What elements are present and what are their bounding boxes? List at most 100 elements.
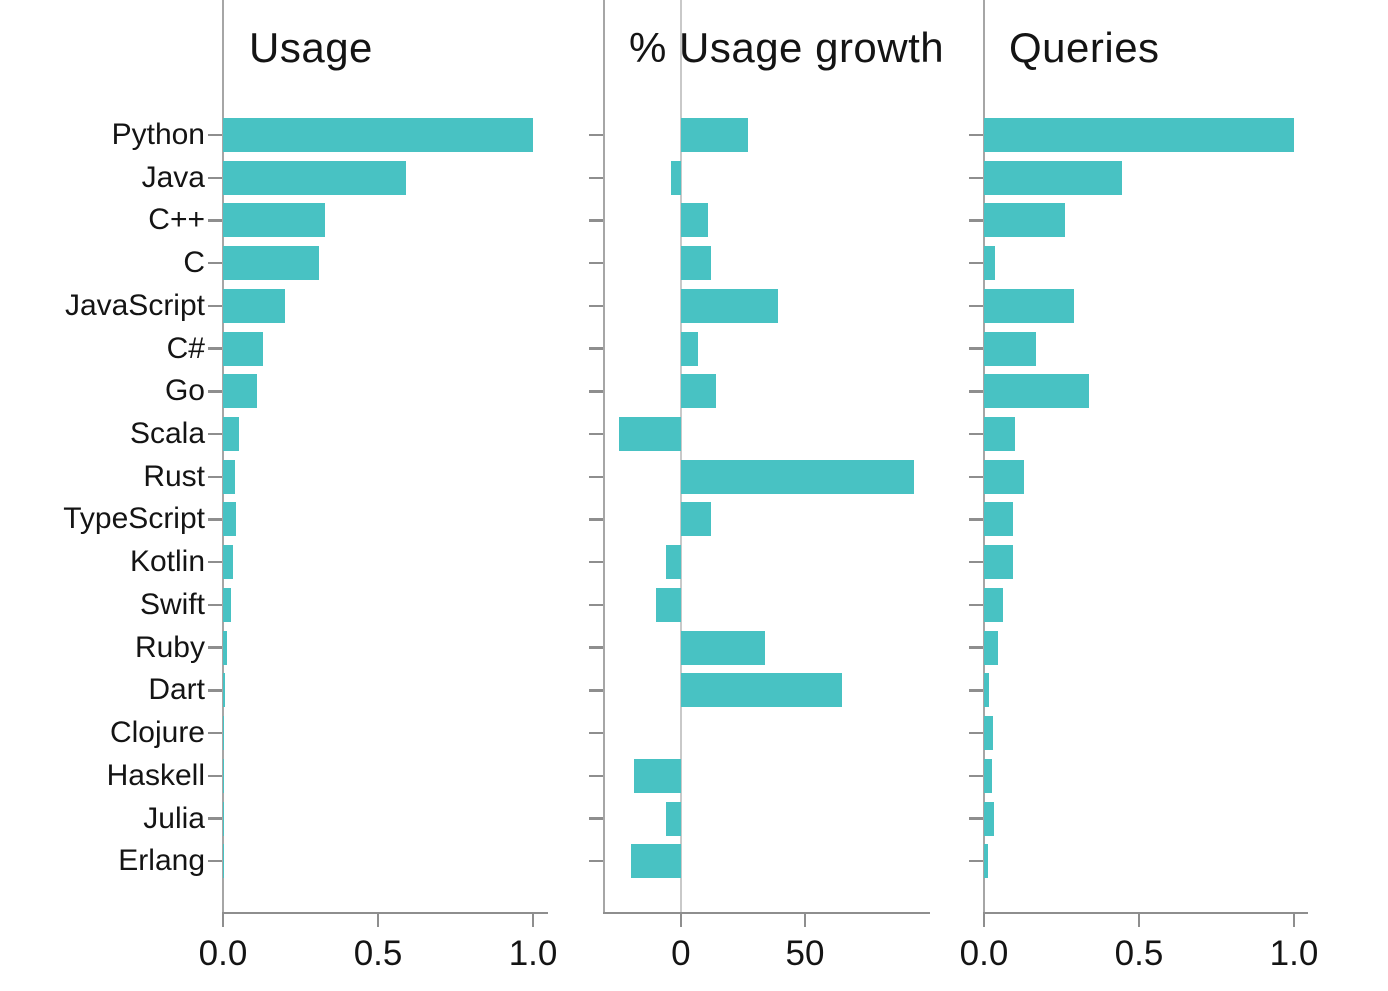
y-tick-usage-c bbox=[208, 261, 222, 265]
y-tick-label-kotlin: Kotlin bbox=[129, 545, 205, 579]
bar-usage-clojure bbox=[223, 716, 224, 751]
y-tick-queries-c bbox=[969, 261, 983, 265]
y-tick-usage-growth-erlang bbox=[589, 860, 603, 863]
bar-usage-java bbox=[223, 160, 406, 195]
x-tick-label-queries-0-0: 0.0 bbox=[959, 934, 1009, 973]
y-tick-usage-growth-ruby bbox=[589, 646, 603, 649]
y-tick-usage-growth-kotlin bbox=[589, 561, 603, 564]
bar-usage-growth-julia bbox=[666, 801, 681, 836]
x-tick-label-queries-0-5: 0.5 bbox=[1114, 934, 1164, 973]
y-tick-usage-growth-haskell bbox=[589, 774, 603, 777]
bar-queries-typescript bbox=[984, 502, 1013, 537]
y-tick-label-c: C# bbox=[166, 331, 205, 365]
y-tick-usage-swift bbox=[208, 603, 222, 607]
y-tick-label-clojure: Clojure bbox=[109, 716, 205, 750]
y-axis-spine-usage bbox=[222, 0, 224, 912]
y-tick-label-c: C++ bbox=[148, 203, 205, 237]
bar-queries-c bbox=[984, 246, 995, 281]
y-tick-queries-dart bbox=[969, 689, 983, 692]
bar-usage-growth-haskell bbox=[633, 758, 681, 793]
y-tick-label-haskell: Haskell bbox=[106, 758, 205, 792]
bar-usage-growth-dart bbox=[680, 673, 843, 708]
bar-usage-growth-java bbox=[670, 160, 681, 195]
bar-queries-java bbox=[984, 160, 1122, 195]
y-tick-usage-growth-go bbox=[589, 390, 603, 393]
bar-usage-c bbox=[223, 246, 320, 281]
x-tick-label-usage-growth-0: 0 bbox=[671, 934, 691, 973]
bar-queries-c bbox=[984, 331, 1037, 366]
y-tick-usage-growth-dart bbox=[589, 689, 603, 692]
y-tick-label-c: C bbox=[183, 246, 205, 280]
y-tick-usage-growth-c bbox=[589, 347, 603, 350]
y-tick-queries-scala bbox=[969, 432, 983, 436]
y-tick-usage-python bbox=[208, 133, 222, 137]
bar-usage-growth-scala bbox=[618, 417, 681, 452]
bar-usage-growth-python bbox=[680, 118, 748, 152]
zero-line-usage-growth bbox=[679, 0, 683, 912]
bar-usage-c bbox=[223, 203, 326, 238]
bar-queries-c bbox=[984, 203, 1065, 238]
y-tick-queries-rust bbox=[969, 475, 983, 478]
y-tick-queries-c bbox=[969, 219, 983, 222]
y-tick-label-typescript: TypeScript bbox=[63, 502, 205, 536]
y-tick-queries-clojure bbox=[969, 731, 983, 735]
panel-title-usage-growth: % Usage growth bbox=[629, 24, 945, 71]
y-tick-usage-growth-python bbox=[589, 133, 603, 137]
y-tick-usage-c bbox=[208, 219, 222, 222]
bar-usage-python bbox=[223, 118, 534, 152]
y-tick-queries-swift bbox=[969, 603, 983, 607]
y-tick-usage-typescript bbox=[208, 518, 222, 521]
bar-usage-growth-c bbox=[680, 331, 699, 366]
bar-usage-growth-rust bbox=[680, 459, 915, 494]
bar-usage-growth-kotlin bbox=[666, 545, 681, 580]
y-tick-queries-c bbox=[969, 347, 983, 350]
bar-usage-c bbox=[223, 331, 263, 366]
bar-usage-go bbox=[223, 374, 258, 409]
y-tick-queries-typescript bbox=[969, 518, 983, 521]
y-tick-usage-go bbox=[208, 390, 222, 393]
bar-usage-javascript bbox=[223, 288, 285, 323]
bar-queries-scala bbox=[984, 417, 1015, 452]
y-tick-queries-kotlin bbox=[969, 561, 983, 564]
y-tick-label-erlang: Erlang bbox=[118, 844, 205, 878]
bar-usage-growth-javascript bbox=[680, 288, 778, 323]
y-tick-usage-growth-julia bbox=[589, 817, 603, 820]
bar-usage-growth-c bbox=[680, 246, 711, 281]
y-tick-queries-erlang bbox=[969, 860, 983, 863]
x-tick-usage-growth-0 bbox=[679, 914, 683, 927]
bar-queries-kotlin bbox=[984, 545, 1013, 580]
x-tick-queries-0-0 bbox=[982, 914, 986, 927]
bar-queries-swift bbox=[984, 587, 1003, 622]
y-tick-usage-kotlin bbox=[208, 561, 222, 564]
bar-queries-ruby bbox=[984, 630, 998, 665]
y-tick-label-swift: Swift bbox=[139, 587, 205, 621]
bar-queries-clojure bbox=[984, 716, 993, 751]
x-tick-usage-0-0 bbox=[221, 914, 225, 927]
bar-usage-julia bbox=[223, 801, 224, 836]
y-tick-usage-haskell bbox=[208, 774, 222, 777]
bar-queries-dart bbox=[984, 673, 989, 708]
bar-usage-swift bbox=[223, 587, 232, 622]
y-tick-queries-java bbox=[969, 176, 983, 179]
x-tick-usage-growth-50 bbox=[803, 914, 807, 927]
panel-title-usage: Usage bbox=[249, 24, 373, 71]
y-tick-usage-scala bbox=[208, 432, 222, 436]
y-axis-spine-queries bbox=[983, 0, 985, 912]
y-tick-usage-julia bbox=[208, 817, 222, 820]
bar-usage-dart bbox=[223, 673, 225, 708]
x-tick-usage-1-0 bbox=[531, 914, 535, 927]
bar-usage-growth-ruby bbox=[680, 630, 766, 665]
y-tick-usage-growth-clojure bbox=[589, 731, 603, 735]
x-tick-label-usage-growth-50: 50 bbox=[785, 934, 825, 973]
bar-usage-growth-go bbox=[680, 374, 716, 409]
bar-usage-ruby bbox=[223, 630, 228, 665]
y-tick-usage-java bbox=[208, 176, 222, 179]
y-tick-queries-javascript bbox=[969, 304, 983, 308]
y-tick-usage-clojure bbox=[208, 731, 222, 735]
y-tick-queries-julia bbox=[969, 817, 983, 820]
y-tick-queries-python bbox=[969, 133, 983, 137]
y-tick-label-javascript: JavaScript bbox=[64, 288, 205, 322]
bar-queries-go bbox=[984, 374, 1090, 409]
y-axis-spine-usage-growth bbox=[603, 0, 605, 912]
